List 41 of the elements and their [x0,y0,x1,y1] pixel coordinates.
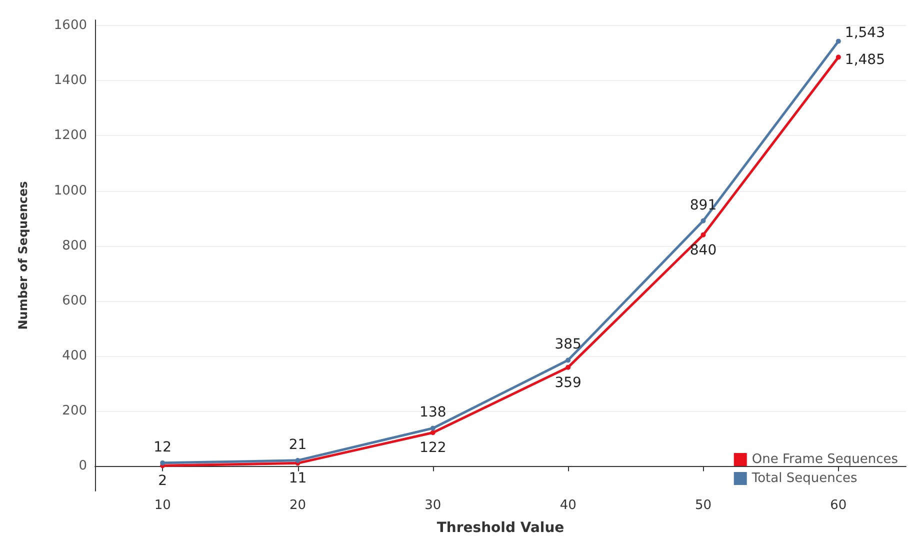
legend-label: One Frame Sequences [752,452,898,467]
x-tick-label: 20 [289,498,306,513]
data-label: 891 [690,197,717,214]
y-tick-label: 600 [62,293,87,308]
data-label: 12 [154,439,172,456]
point [430,430,436,436]
x-tick-label: 50 [694,498,712,513]
x-axis-title: Threshold Value [436,520,564,536]
y-tick-label: 200 [62,404,87,419]
x-tick-label: 30 [424,498,442,513]
point [836,54,841,60]
data-label: 359 [554,374,582,391]
data-label: 385 [554,336,582,353]
data-label: 11 [288,470,307,487]
legend-label: Total Sequences [750,471,858,486]
point [295,458,300,463]
point [566,358,571,363]
y-tick-label: 0 [78,458,87,474]
data-label: 2 [158,473,168,490]
point [430,426,436,431]
data-label: 138 [420,404,446,421]
y-tick-label: 800 [62,238,87,254]
data-label: 122 [420,440,446,456]
point [160,460,166,466]
data-label: 840 [690,242,717,258]
x-tick-label: 60 [830,498,847,513]
point [836,38,841,44]
data-label: 1,485 [844,52,886,68]
y-axis-title: Number of Sequences [16,181,30,330]
y-tick-label: 1600 [54,18,87,34]
y-tick-label: 1400 [54,73,87,88]
x-tick-label: 10 [154,498,171,513]
data-label: 21 [288,436,307,453]
point [566,364,571,370]
x-tick-label: 40 [560,498,576,513]
y-tick-label: 1000 [54,183,87,198]
y-tick-label: 1200 [54,128,87,144]
point [700,232,706,238]
y-tick-label: 400 [62,348,87,364]
point [700,218,706,224]
data-label: 1,543 [844,25,886,42]
